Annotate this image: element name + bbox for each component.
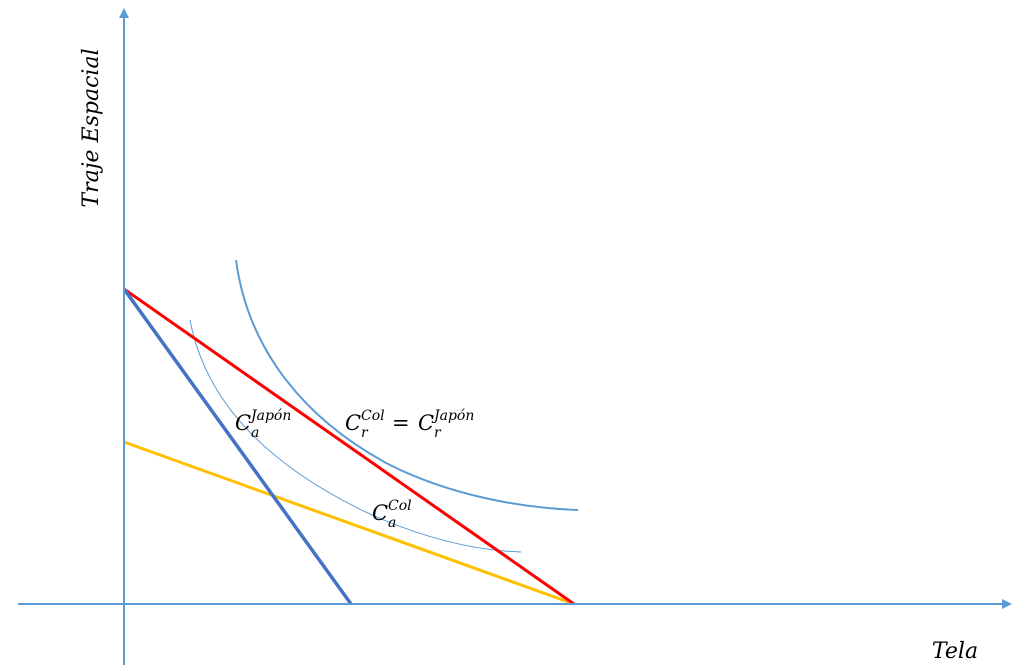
autarky-col-budget-line [123, 440, 575, 606]
label-ca-japon-sup: Japón [248, 408, 291, 424]
label-cr-col-base: C [345, 411, 361, 435]
label-cr-col-sup: Col [361, 408, 385, 424]
label-cr-col-sub: r [361, 425, 369, 441]
label-cr-japon-sup: Japón [431, 408, 474, 424]
label-ca-japon: C Japón a [235, 408, 291, 441]
label-ca-col: C Col a [372, 498, 412, 531]
indifference-curve-lower [189, 319, 522, 553]
label-cr-japon-base: C [418, 411, 434, 435]
indifference-curve-upper [235, 259, 579, 511]
label-cr-col-equals-cr-japon: C Col r = C Japón r [345, 408, 474, 441]
label-ca-japon-base: C [235, 411, 251, 435]
label-ca-col-sup: Col [388, 498, 412, 514]
y-axis-label: Traje Espacial [79, 48, 104, 207]
label-ca-col-base: C [372, 501, 388, 525]
label-ca-japon-sub: a [251, 425, 259, 441]
x-axis-label: Tela [932, 639, 978, 664]
autarky-japan-budget-line [122, 287, 353, 606]
label-ca-col-sub: a [388, 515, 396, 531]
label-equals-sign: = [392, 411, 410, 435]
label-cr-japon-sub: r [434, 425, 442, 441]
trade-budget-line [123, 287, 575, 606]
